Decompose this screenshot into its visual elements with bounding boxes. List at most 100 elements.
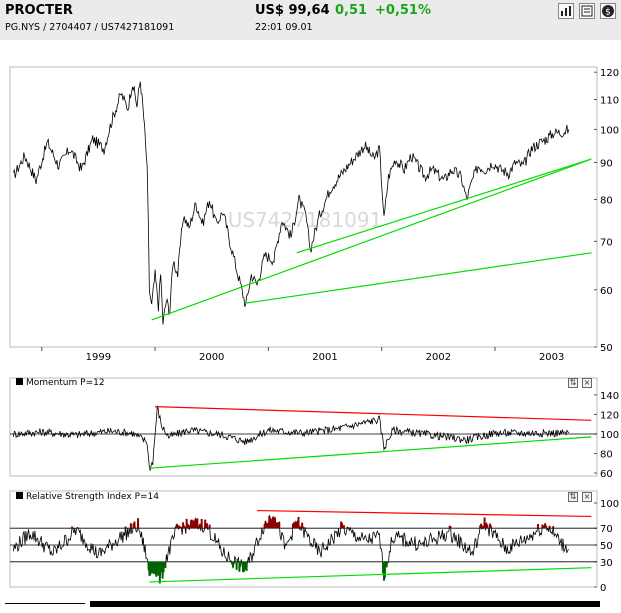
momentum-ytick-label: 120 xyxy=(600,410,619,421)
rsi-overbought-fill xyxy=(183,526,186,529)
momentum-trendline xyxy=(155,406,592,421)
rsi-overbought-fill xyxy=(124,526,127,529)
rsi-overbought-fill xyxy=(198,524,201,529)
rsi-overbought-fill xyxy=(137,518,140,529)
rsi-overbought-fill xyxy=(178,526,181,529)
rsi-overbought-fill xyxy=(76,527,79,529)
momentum-ytick-label: 100 xyxy=(600,430,619,441)
rsi-overbought-fill xyxy=(481,526,484,529)
x-tick-label: 2001 xyxy=(312,352,337,363)
rsi-trendline xyxy=(149,567,592,583)
rsi-oversold-fill xyxy=(248,561,251,563)
rsi-overbought-fill xyxy=(552,526,555,529)
rsi-series-line xyxy=(13,514,570,584)
momentum-ytick-label: 60 xyxy=(600,469,613,480)
rsi-overbought-fill xyxy=(536,524,539,529)
rsi-oversold-fill xyxy=(152,561,155,574)
close-icon[interactable]: × xyxy=(582,492,592,502)
price-ytick-label: 100 xyxy=(600,125,619,136)
rsi-overbought-fill xyxy=(194,518,197,529)
rsi-overbought-fill xyxy=(301,522,304,529)
rsi-overbought-fill xyxy=(486,525,489,529)
rsi-overbought-fill xyxy=(483,517,486,529)
price-change-percent: +0,51% xyxy=(375,3,431,18)
momentum-panel-title: Momentum P=12 xyxy=(16,378,105,388)
price-ytick-label: 80 xyxy=(600,195,613,206)
panel-settings-icon[interactable]: ⇅ xyxy=(568,378,578,388)
price-ytick-label: 110 xyxy=(600,96,619,107)
rsi-oversold-fill xyxy=(162,561,165,573)
rsi-oversold-fill xyxy=(164,561,167,569)
rsi-overbought-fill xyxy=(341,523,344,529)
momentum-ytick-label: 140 xyxy=(600,391,619,402)
rsi-oversold-fill xyxy=(245,561,248,571)
rsi-overbought-fill xyxy=(274,522,277,529)
rsi-overbought-fill xyxy=(191,520,194,529)
rsi-overbought-fill xyxy=(200,519,203,529)
rsi-overbought-fill xyxy=(204,519,207,529)
rsi-overbought-fill xyxy=(302,526,305,529)
price-ytick-label: 70 xyxy=(600,237,613,248)
rsi-ytick-label: 100 xyxy=(600,499,619,510)
rsi-overbought-fill xyxy=(299,526,302,529)
rsi-oversold-fill xyxy=(383,561,386,578)
x-tick-label: 1999 xyxy=(86,352,111,363)
price-ytick-label: 90 xyxy=(600,158,613,169)
dollar-icon[interactable]: $ xyxy=(600,3,616,19)
price-series-line xyxy=(13,81,570,325)
rsi-ytick-label: 30 xyxy=(600,558,613,569)
scroll-thumb[interactable] xyxy=(90,601,600,607)
rsi-overbought-fill xyxy=(480,523,483,529)
momentum-series-line xyxy=(13,405,570,471)
rsi-oversold-fill xyxy=(385,561,388,568)
stock-name: PROCTER xyxy=(5,3,73,18)
price-trendline xyxy=(245,252,592,304)
stock-identifiers: PG.NYS / 2704407 / US7427181091 xyxy=(5,22,175,33)
rsi-oversold-fill xyxy=(155,561,158,577)
price-trendline xyxy=(151,158,592,321)
rsi-overbought-fill xyxy=(297,516,300,529)
rsi-oversold-fill xyxy=(157,561,160,576)
rsi-overbought-fill xyxy=(129,523,132,529)
rsi-overbought-fill xyxy=(176,525,179,529)
momentum-ytick-label: 80 xyxy=(600,450,613,461)
rsi-overbought-fill xyxy=(205,523,208,529)
bar-chart-icon[interactable] xyxy=(558,3,574,19)
close-icon[interactable]: × xyxy=(582,378,592,388)
price-frame xyxy=(9,66,598,348)
rsi-oversold-fill xyxy=(232,561,235,568)
rsi-panel-title: Relative Strength Index P=14 xyxy=(16,492,159,502)
rsi-overbought-fill xyxy=(260,527,263,529)
rsi-overbought-fill xyxy=(346,527,349,529)
svg-text:$: $ xyxy=(605,8,611,18)
last-price: US$ 99,64 xyxy=(255,3,330,18)
rsi-overbought-fill xyxy=(182,522,185,529)
rsi-overbought-fill xyxy=(489,525,492,529)
momentum-frame xyxy=(9,377,598,477)
rsi-overbought-fill xyxy=(303,527,306,529)
price-ytick-label: 120 xyxy=(600,68,619,79)
watermark: US7427181091 xyxy=(228,208,383,232)
rsi-ytick-label: 0 xyxy=(600,583,606,594)
rsi-oversold-fill xyxy=(232,561,235,565)
scroll-track xyxy=(5,603,85,604)
news-icon[interactable] xyxy=(579,3,595,19)
panel-settings-icon[interactable]: ⇅ xyxy=(568,492,578,502)
rsi-overbought-fill xyxy=(196,518,199,529)
time-scrollbar[interactable] xyxy=(0,598,621,613)
rsi-overbought-fill xyxy=(545,525,548,529)
rsi-oversold-fill xyxy=(235,561,238,570)
rsi-overbought-fill xyxy=(180,527,183,529)
rsi-overbought-fill xyxy=(208,524,211,529)
price-ytick-label: 50 xyxy=(600,343,613,354)
rsi-oversold-fill xyxy=(238,561,241,572)
x-tick-label: 2003 xyxy=(539,352,564,363)
x-tick-label: 2000 xyxy=(199,352,224,363)
rsi-overbought-fill xyxy=(71,526,74,529)
price-change: 0,51 xyxy=(335,3,368,18)
rsi-trendline xyxy=(257,509,592,518)
rsi-overbought-fill xyxy=(342,525,345,529)
momentum-trendline xyxy=(149,436,592,469)
rsi-ytick-label: 50 xyxy=(600,541,613,552)
price-ytick-label: 60 xyxy=(600,286,613,297)
